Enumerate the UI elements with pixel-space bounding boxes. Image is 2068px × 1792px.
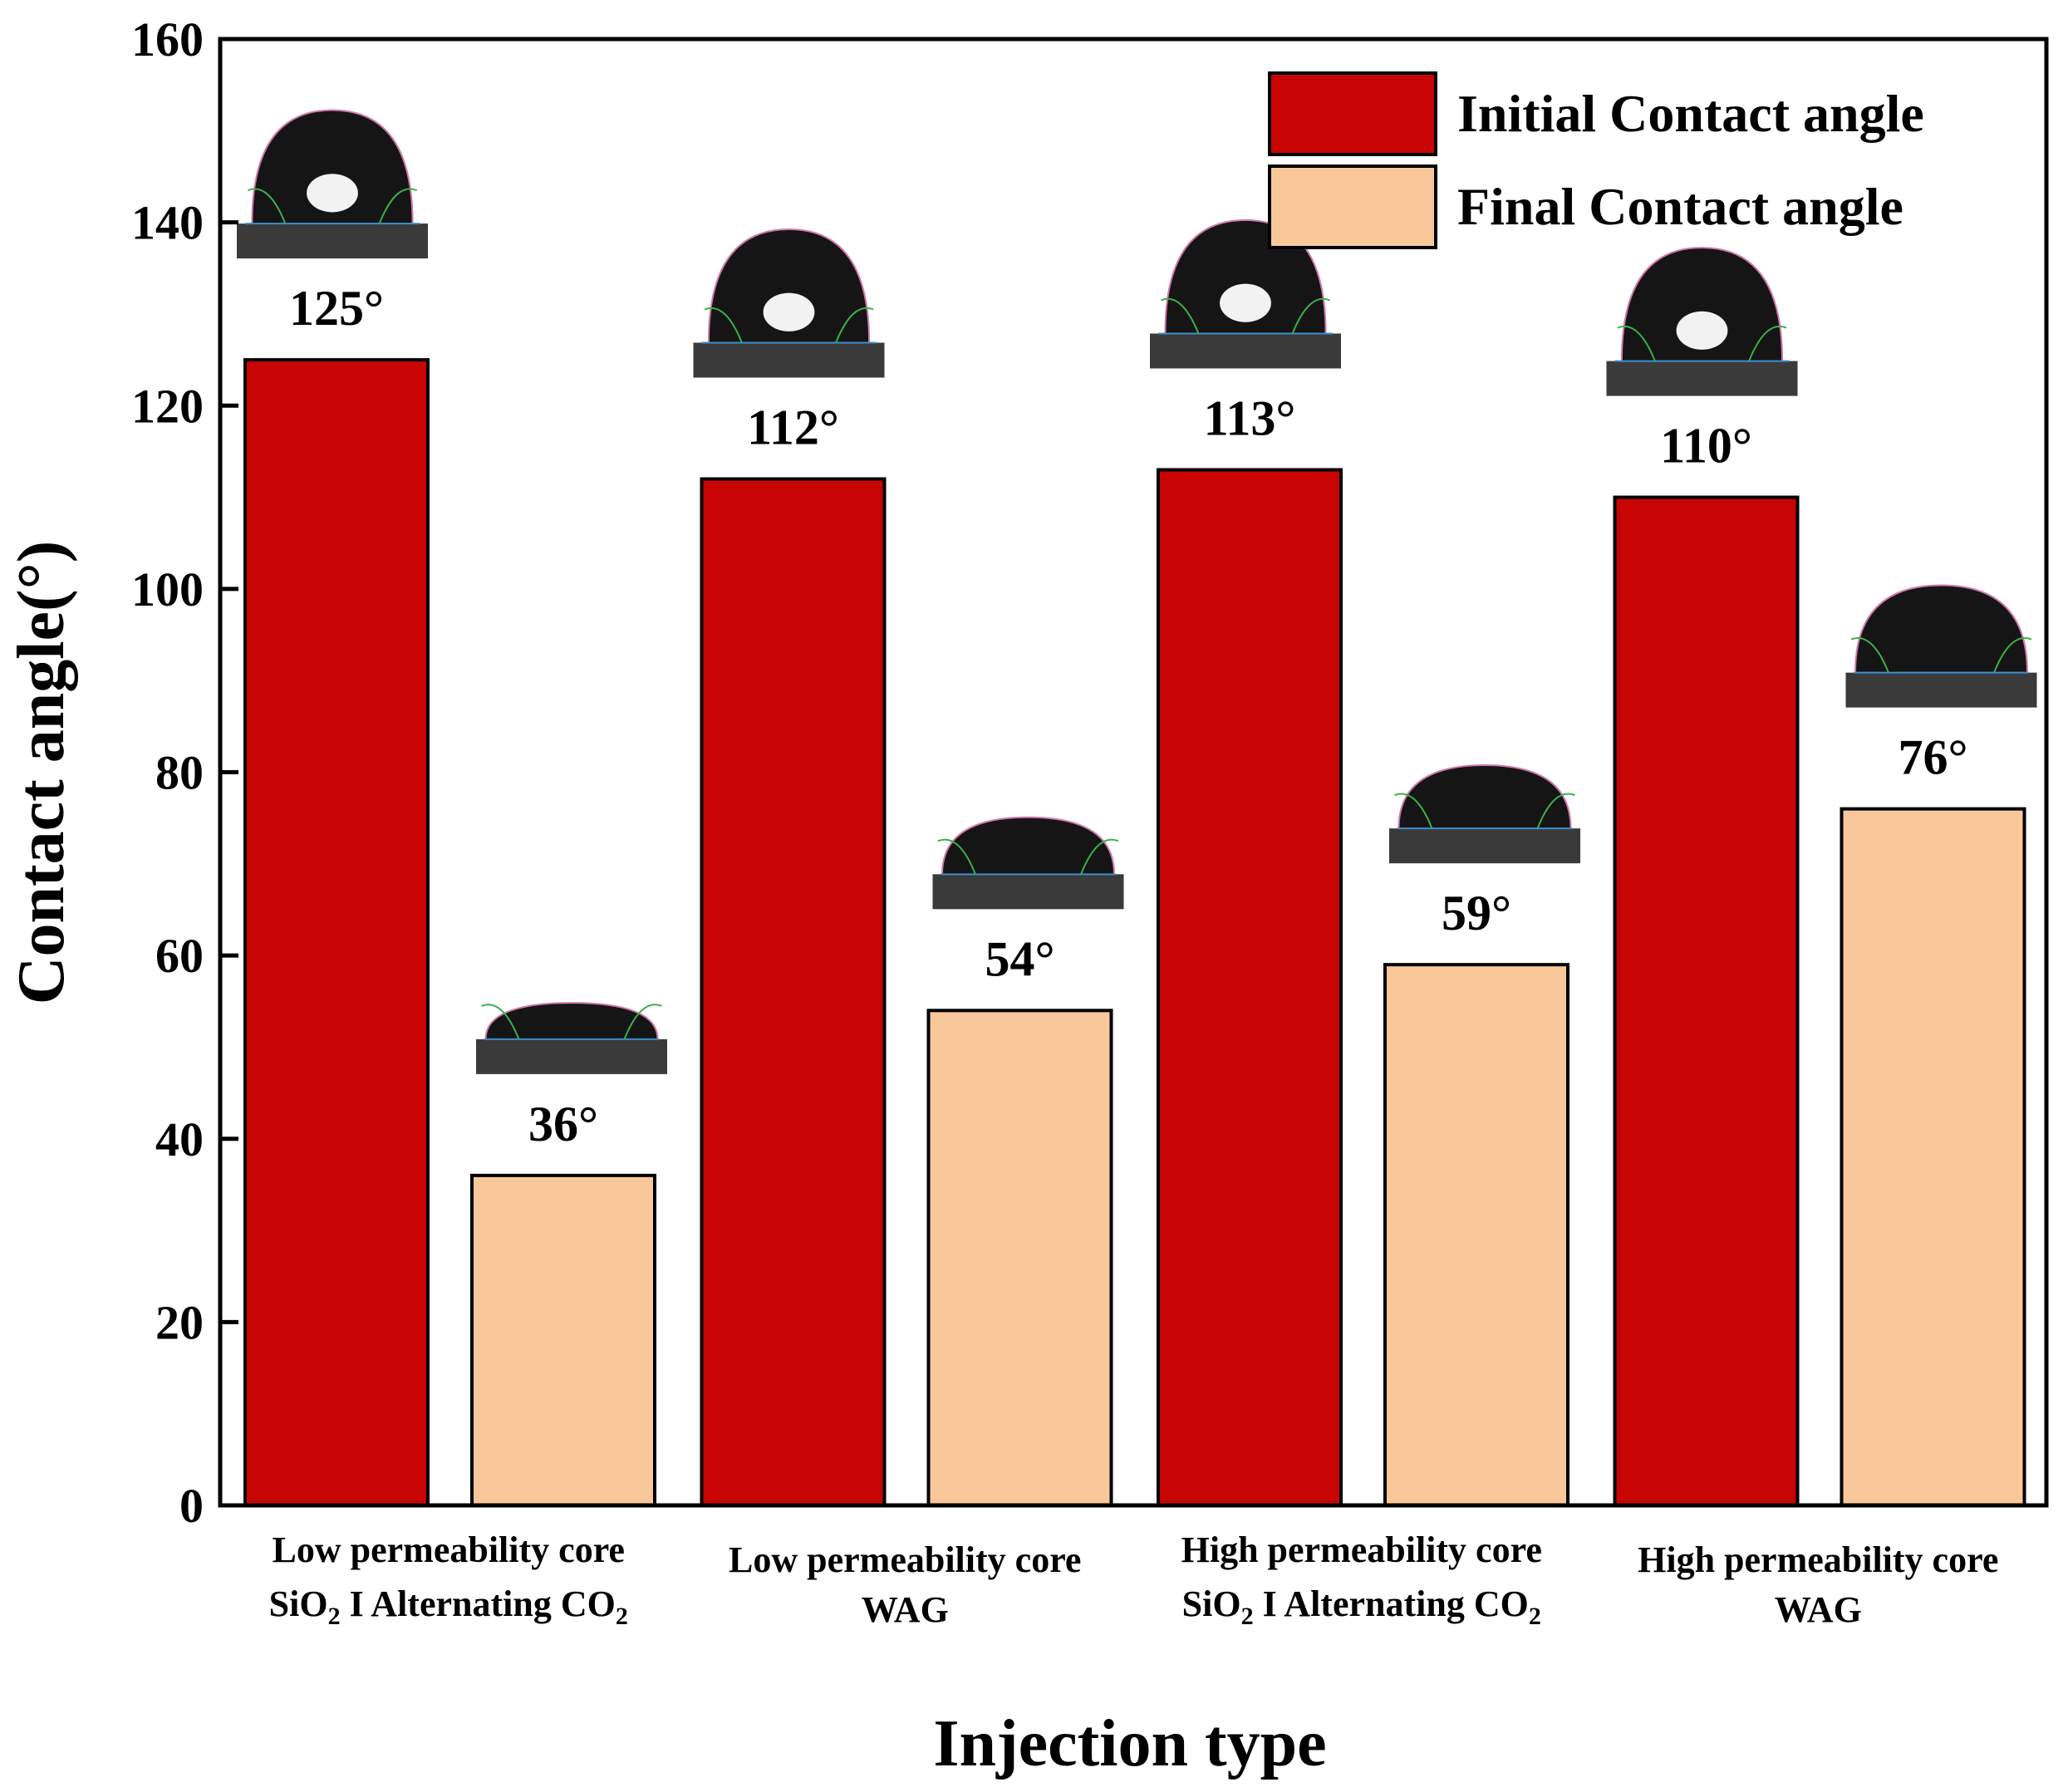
- bar-initial-1: [243, 358, 430, 1507]
- legend-swatch-final: [1268, 164, 1437, 249]
- x-category-label-line2: SiO2 I Alternating CO2: [269, 1583, 628, 1630]
- droplet-image-final-2: [932, 784, 1124, 910]
- value-label-final-2: 54°: [985, 931, 1055, 986]
- droplet-image-final-4: [1845, 582, 2037, 708]
- y-tick-label: 100: [131, 562, 204, 616]
- value-label-initial-3: 113°: [1204, 390, 1296, 445]
- droplet-image-initial-1: [237, 109, 428, 259]
- x-category-label-line1: Low permeability core: [729, 1539, 1081, 1580]
- x-category-label-line1: High permeability core: [1638, 1539, 1998, 1580]
- legend-label-initial: Initial Contact angle: [1457, 84, 1924, 143]
- value-label-final-4: 76°: [1899, 730, 1968, 785]
- y-tick-label: 60: [155, 929, 204, 983]
- x-category-label-line2: WAG: [1775, 1589, 1862, 1630]
- value-label-initial-2: 112°: [747, 400, 839, 455]
- y-tick-label: 160: [131, 12, 204, 66]
- legend-swatch-initial: [1268, 71, 1437, 156]
- bar-final-1: [470, 1173, 656, 1507]
- legend: Initial Contact angle Final Contact angle: [1268, 71, 1924, 249]
- x-axis-title: Injection type: [933, 1707, 1326, 1780]
- y-axis-title: Contact angle(°): [5, 541, 78, 1005]
- y-tick-label: 80: [155, 746, 204, 800]
- value-label-initial-1: 125°: [289, 281, 384, 336]
- y-tick-label: 0: [179, 1479, 204, 1533]
- droplet-image-final-3: [1389, 739, 1580, 864]
- y-tick-label: 140: [131, 196, 204, 250]
- y-tick-label: 20: [155, 1295, 204, 1349]
- droplet-image-final-1: [476, 949, 667, 1074]
- y-tick-label: 40: [155, 1112, 204, 1166]
- x-category-label-line1: Low permeability core: [273, 1529, 625, 1570]
- x-category-label-line2: SiO2 I Alternating CO2: [1182, 1583, 1541, 1630]
- x-category-label-line2: WAG: [862, 1589, 949, 1630]
- y-tick-label: 120: [131, 379, 204, 433]
- bar-initial-3: [1157, 468, 1343, 1507]
- value-label-final-3: 59°: [1442, 886, 1511, 940]
- bar-initial-2: [700, 477, 887, 1507]
- bar-final-3: [1383, 963, 1569, 1507]
- x-category-label-line1: High permeability core: [1181, 1529, 1542, 1570]
- bar-final-4: [1840, 807, 2026, 1507]
- bar-initial-4: [1613, 495, 1800, 1507]
- legend-label-final: Final Contact angle: [1457, 177, 1903, 236]
- droplet-image-initial-4: [1606, 247, 1798, 396]
- value-label-initial-4: 110°: [1660, 419, 1752, 474]
- value-label-final-1: 36°: [528, 1097, 598, 1151]
- droplet-image-initial-2: [693, 228, 885, 378]
- bar-final-2: [926, 1009, 1113, 1507]
